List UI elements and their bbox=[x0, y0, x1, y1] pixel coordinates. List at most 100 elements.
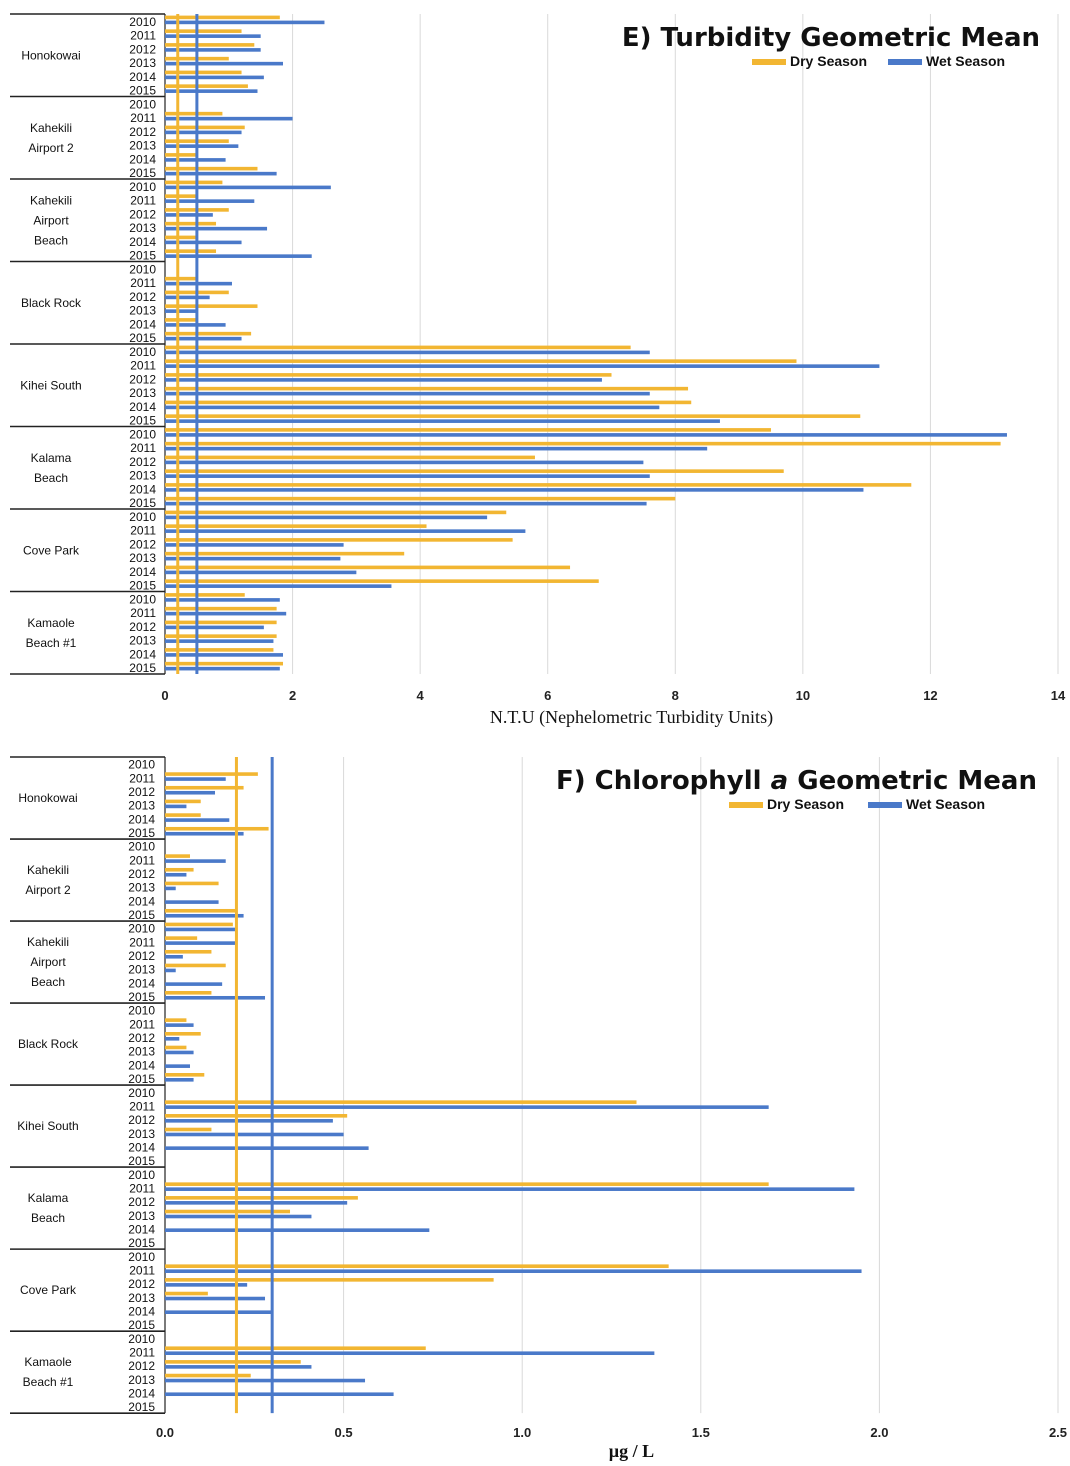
bar-wet bbox=[165, 1283, 248, 1287]
year-label: 2015 bbox=[129, 661, 156, 675]
year-label: 2010 bbox=[128, 1168, 155, 1182]
bar-wet bbox=[165, 584, 392, 588]
bar-wet bbox=[165, 75, 264, 80]
bar-wet bbox=[165, 831, 244, 836]
bar-wet bbox=[165, 474, 650, 478]
group-label: Cove Park bbox=[20, 1283, 77, 1297]
bar-dry bbox=[165, 1360, 301, 1364]
year-label: 2012 bbox=[128, 949, 155, 963]
year-label: 2012 bbox=[128, 1359, 155, 1373]
year-label: 2013 bbox=[129, 139, 156, 153]
year-label: 2010 bbox=[128, 1332, 155, 1346]
year-label: 2012 bbox=[129, 290, 156, 304]
year-label: 2011 bbox=[130, 111, 156, 125]
year-label: 2012 bbox=[128, 1277, 155, 1291]
x-tick-label: 1.0 bbox=[513, 1425, 531, 1440]
legend-swatch-wet bbox=[868, 802, 902, 808]
bar-wet bbox=[165, 886, 176, 891]
year-label: 2010 bbox=[128, 840, 155, 854]
bar-wet bbox=[165, 254, 312, 258]
year-label: 2013 bbox=[129, 551, 156, 565]
year-label: 2011 bbox=[130, 359, 156, 373]
bar-dry bbox=[165, 524, 427, 528]
year-label: 2013 bbox=[129, 634, 156, 648]
bar-dry bbox=[165, 579, 599, 583]
group-label: Kahekili bbox=[30, 121, 72, 135]
bar-dry bbox=[165, 1209, 291, 1214]
bar-wet bbox=[165, 199, 255, 203]
year-label: 2010 bbox=[129, 180, 156, 194]
year-label: 2013 bbox=[129, 386, 156, 400]
year-label: 2010 bbox=[128, 758, 155, 772]
bar-dry bbox=[165, 1373, 251, 1378]
bar-wet bbox=[165, 1296, 266, 1301]
bar-wet bbox=[165, 1037, 180, 1041]
bar-wet bbox=[165, 350, 650, 355]
bar-dry bbox=[165, 29, 242, 33]
bar-dry bbox=[165, 455, 535, 460]
bar-wet bbox=[165, 1119, 333, 1123]
bar-dry bbox=[165, 936, 198, 940]
bar-wet bbox=[165, 1378, 366, 1383]
legend-label: Dry Season bbox=[790, 53, 867, 69]
year-label: 2015 bbox=[128, 1154, 155, 1168]
year-label: 2011 bbox=[129, 1181, 155, 1195]
year-label: 2011 bbox=[130, 276, 156, 290]
chart-title: F) Chlorophyll a Geometric Mean bbox=[556, 766, 1037, 796]
bar-dry bbox=[165, 386, 689, 391]
group-label: Black Rock bbox=[21, 296, 82, 310]
year-label: 2015 bbox=[128, 1318, 155, 1332]
bar-wet bbox=[165, 488, 864, 492]
bar-dry bbox=[165, 70, 242, 75]
bar-dry bbox=[165, 400, 692, 405]
bar-dry bbox=[165, 221, 217, 226]
x-tick-label: 14 bbox=[1051, 688, 1066, 703]
legend-swatch-wet bbox=[888, 59, 922, 65]
bar-wet bbox=[165, 1269, 862, 1273]
year-label: 2015 bbox=[129, 166, 156, 180]
bar-wet bbox=[165, 529, 526, 533]
bar-dry bbox=[165, 813, 201, 817]
x-tick-label: 10 bbox=[796, 688, 810, 703]
year-label: 2012 bbox=[129, 620, 156, 634]
bar-dry bbox=[165, 428, 771, 432]
legend-label: Wet Season bbox=[906, 796, 985, 812]
year-label: 2010 bbox=[129, 510, 156, 524]
year-label: 2010 bbox=[129, 427, 156, 441]
bar-dry bbox=[165, 166, 258, 171]
bar-dry bbox=[165, 111, 223, 116]
year-label: 2014 bbox=[128, 1386, 155, 1400]
bar-dry bbox=[165, 1291, 208, 1296]
bar-wet bbox=[165, 1392, 394, 1397]
bar-dry bbox=[165, 1278, 494, 1282]
bar-wet bbox=[165, 144, 239, 148]
bar-dry bbox=[165, 84, 248, 88]
x-tick-label: 6 bbox=[544, 688, 551, 703]
bar-wet bbox=[165, 158, 226, 162]
bar-wet bbox=[165, 666, 280, 671]
group-label: Kihei South bbox=[17, 1119, 78, 1133]
year-label: 2010 bbox=[128, 1086, 155, 1100]
year-label: 2015 bbox=[129, 84, 156, 98]
bar-dry bbox=[165, 908, 237, 913]
year-label: 2013 bbox=[129, 56, 156, 70]
year-label: 2010 bbox=[129, 15, 156, 29]
bar-wet bbox=[165, 391, 650, 396]
group-label: Beach bbox=[31, 975, 65, 989]
bar-dry bbox=[165, 153, 197, 157]
bar-dry bbox=[165, 276, 197, 281]
bar-wet bbox=[165, 405, 660, 410]
year-label: 2014 bbox=[128, 1140, 155, 1154]
year-label: 2013 bbox=[128, 1209, 155, 1223]
bar-wet bbox=[165, 240, 242, 245]
x-tick-label: 8 bbox=[672, 688, 679, 703]
year-label: 2015 bbox=[128, 908, 155, 922]
bar-wet bbox=[165, 872, 187, 877]
bar-wet bbox=[165, 913, 244, 918]
bar-dry bbox=[165, 1018, 187, 1022]
bar-dry bbox=[165, 496, 676, 501]
year-label: 2011 bbox=[129, 1263, 155, 1277]
bar-dry bbox=[165, 510, 507, 515]
bar-dry bbox=[165, 593, 245, 597]
